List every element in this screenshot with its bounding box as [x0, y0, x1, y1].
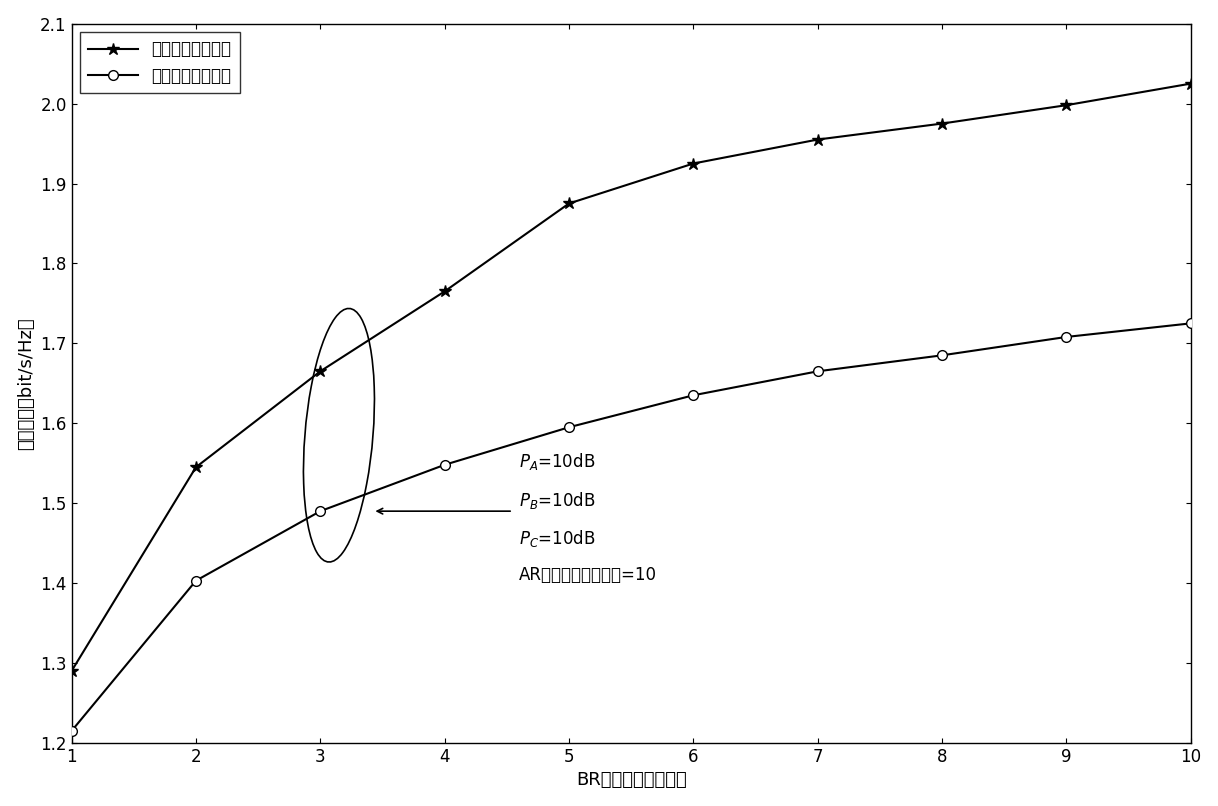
平均时隔分配方法 — [561, 422, 576, 432]
所提时隔分配方法 — [65, 666, 79, 675]
所提时隔分配方法 — [437, 287, 452, 297]
平均时隔分配方法 — [437, 460, 452, 470]
所提时隔分配方法 — [810, 135, 825, 144]
平均时隔分配方法 — [810, 367, 825, 376]
平均时隔分配方法 — [1060, 332, 1074, 342]
所提时隔分配方法 — [313, 367, 328, 376]
所提时隔分配方法 — [561, 198, 576, 208]
Text: $P_B$=10dB: $P_B$=10dB — [519, 489, 596, 510]
所提时隔分配方法 — [934, 118, 949, 128]
X-axis label: BR信道状态信息期望: BR信道状态信息期望 — [576, 771, 687, 789]
Text: $P_C$=10dB: $P_C$=10dB — [519, 528, 596, 549]
所提时隔分配方法 — [1060, 100, 1074, 110]
平均时隔分配方法 — [1184, 318, 1199, 328]
平均时隔分配方法 — [686, 390, 700, 400]
Line: 所提时隔分配方法: 所提时隔分配方法 — [66, 77, 1197, 677]
Legend: 所提时隔分配方法, 平均时隔分配方法: 所提时隔分配方法, 平均时隔分配方法 — [80, 32, 240, 93]
Text: $P_A$=10dB: $P_A$=10dB — [519, 451, 596, 472]
平均时隔分配方法 — [313, 506, 328, 516]
所提时隔分配方法 — [1184, 79, 1199, 89]
平均时隔分配方法 — [934, 351, 949, 360]
Line: 平均时隔分配方法: 平均时隔分配方法 — [67, 318, 1196, 736]
Y-axis label: 系统容量（bit/s/Hz）: 系统容量（bit/s/Hz） — [17, 317, 34, 450]
所提时隔分配方法 — [686, 159, 700, 168]
平均时隔分配方法 — [65, 726, 79, 736]
所提时隔分配方法 — [189, 463, 203, 472]
平均时隔分配方法 — [189, 575, 203, 585]
Text: AR信道状态信息期望=10: AR信道状态信息期望=10 — [519, 567, 658, 584]
